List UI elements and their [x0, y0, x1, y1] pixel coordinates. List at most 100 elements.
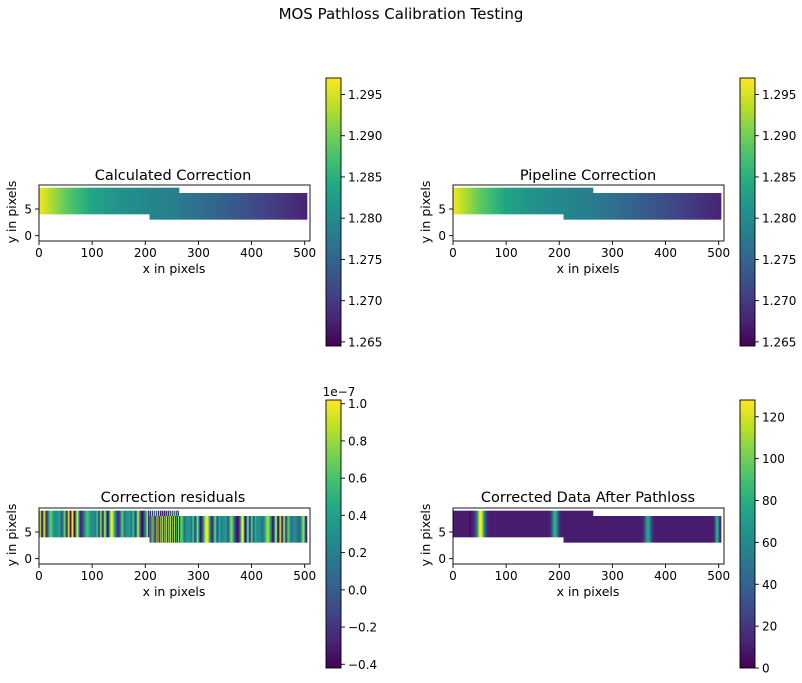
axes-frame — [452, 507, 725, 565]
colorbar-tick-label: 1.280 — [348, 212, 382, 226]
x-tick-label: 400 — [654, 246, 677, 260]
heatmap-region — [563, 193, 722, 220]
y-tick-label: 0 — [438, 229, 446, 243]
colorbar-gradient — [326, 400, 341, 668]
y-axis-label: y in pixels — [4, 504, 19, 567]
x-tick-label: 100 — [81, 246, 104, 260]
colorbar-tick-label: 1.285 — [348, 170, 382, 184]
colorbar-tick-label: 0.0 — [348, 583, 367, 597]
y-axis-label: y in pixels — [418, 504, 433, 567]
panel-title: Calculated Correction — [95, 168, 252, 184]
colorbar-frame — [325, 77, 342, 347]
x-tick-label: 0 — [35, 569, 43, 583]
heatmap-area: 0 100 200 300 400 500 0 5 — [24, 184, 316, 260]
x-tick-label: 200 — [134, 246, 157, 260]
x-tick-label: 300 — [601, 569, 624, 583]
colorbar-tick-label: 1.275 — [762, 253, 796, 267]
x-tick-label: 300 — [187, 569, 210, 583]
colorbar-tick-label: 60 — [762, 536, 777, 550]
x-tick-label: 500 — [707, 569, 730, 583]
colorbar-tick-label: 1.290 — [348, 129, 382, 143]
heatmap-region — [563, 516, 722, 543]
heatmap-area: 0 100 200 300 400 500 0 5 — [24, 507, 316, 583]
x-axis-label: x in pixels — [557, 261, 620, 276]
figure-title: MOS Pathloss Calibration Testing — [279, 5, 524, 23]
colorbar-gradient — [740, 400, 755, 668]
heatmap-region — [149, 516, 308, 543]
colorbar-tick-label: 1.275 — [348, 253, 382, 267]
x-tick-label: 500 — [293, 569, 316, 583]
colorbar-tick-label: 20 — [762, 620, 777, 634]
panel-title: Correction residuals — [101, 490, 246, 506]
colorbar-tick-label: 1.270 — [348, 294, 382, 308]
x-tick-label: 100 — [81, 569, 104, 583]
y-axis-label: y in pixels — [418, 181, 433, 244]
x-tick-label: 300 — [187, 246, 210, 260]
colorbar-tick-label: 120 — [762, 410, 785, 424]
colorbar-tick-label: 100 — [762, 452, 785, 466]
colorbar-frame — [739, 399, 756, 669]
x-axis-label: x in pixels — [143, 584, 206, 599]
heatmap-region — [149, 193, 308, 220]
axes-frame — [38, 507, 311, 565]
x-tick-label: 0 — [449, 569, 457, 583]
colorbar-tick-label: 1.270 — [762, 294, 796, 308]
y-tick-label: 5 — [24, 203, 32, 217]
x-axis-label: x in pixels — [143, 261, 206, 276]
colorbar-tick-label: 0.8 — [348, 434, 367, 448]
colorbar-tick-label: 40 — [762, 578, 777, 592]
heatmap-area: 0 100 200 300 400 500 0 5 — [438, 184, 730, 260]
x-axis-label: x in pixels — [557, 584, 620, 599]
y-tick-label: 5 — [438, 526, 446, 540]
colorbar: 1.265 1.270 1.275 1.280 1.285 1.290 1.295 — [739, 77, 796, 349]
x-tick-label: 400 — [240, 246, 263, 260]
colorbar-tick-label: −0.4 — [348, 658, 377, 672]
colorbar: 0 20 40 60 80 100 120 — [739, 399, 785, 676]
colorbar-tick-label: 0.6 — [348, 472, 367, 486]
colorbar-tick-label: 0 — [762, 662, 770, 676]
x-tick-label: 200 — [548, 246, 571, 260]
panel-correction-residuals: Correction residuals 0 100 200 300 400 50005 … — [4, 385, 377, 672]
x-tick-label: 0 — [449, 246, 457, 260]
colorbar-tick-label: 1.295 — [348, 88, 382, 102]
colorbar-tick-label: 1.285 — [762, 170, 796, 184]
y-tick-label: 5 — [438, 203, 446, 217]
panel-pipeline-correction: Pipeline Correction 0 100 200 300 400 500 0 5 x… — [418, 77, 796, 349]
colorbar-tick-label: 0.2 — [348, 546, 367, 560]
panel-title: Pipeline Correction — [520, 168, 656, 184]
x-tick-label: 100 — [495, 246, 518, 260]
y-tick-label: 5 — [24, 526, 32, 540]
axes-frame — [452, 184, 725, 242]
x-tick-label: 300 — [601, 246, 624, 260]
colorbar-gradient — [326, 78, 341, 346]
x-tick-label: 400 — [654, 569, 677, 583]
x-tick-label: 200 — [548, 569, 571, 583]
colorbar-tick-label: 1.265 — [348, 335, 382, 349]
x-tick-label: 500 — [293, 246, 316, 260]
colorbar-frame — [739, 77, 756, 347]
heatmap-area: 0 100 200 300 400 500 0 5 — [438, 507, 730, 583]
colorbar: −0.4 −0.2 0.0 0.2 0.4 0.6 0.8 1.01e−7 — [323, 385, 378, 672]
colorbar-tick-label: 1.0 — [348, 397, 367, 411]
y-axis-label: y in pixels — [4, 181, 19, 244]
axes-frame — [38, 184, 311, 242]
x-tick-label: 400 — [240, 569, 263, 583]
colorbar-tick-label: −0.2 — [348, 621, 377, 635]
colorbar-tick-label: 1.265 — [762, 335, 796, 349]
colorbar-tick-label: 1.280 — [762, 212, 796, 226]
y-tick-label: 0 — [438, 552, 446, 566]
colorbar-gradient — [740, 78, 755, 346]
y-tick-label: 0 — [24, 229, 32, 243]
panel-title: Corrected Data After Pathloss — [481, 490, 695, 506]
colorbar-tick-label: 1.295 — [762, 88, 796, 102]
panel-calculated-correction: Calculated Correction 0 100 200 300 400 500 0 5… — [4, 77, 382, 349]
colorbar-tick-label: 1.290 — [762, 129, 796, 143]
colorbar: 1.265 1.270 1.275 1.280 1.285 1.290 1.295 — [325, 77, 382, 349]
x-tick-label: 200 — [134, 569, 157, 583]
colorbar-frame — [325, 399, 342, 669]
colorbar-tick-label: 0.4 — [348, 509, 367, 523]
colorbar-offset-label: 1e−7 — [323, 385, 356, 399]
x-tick-label: 0 — [35, 246, 43, 260]
y-tick-label: 0 — [24, 552, 32, 566]
